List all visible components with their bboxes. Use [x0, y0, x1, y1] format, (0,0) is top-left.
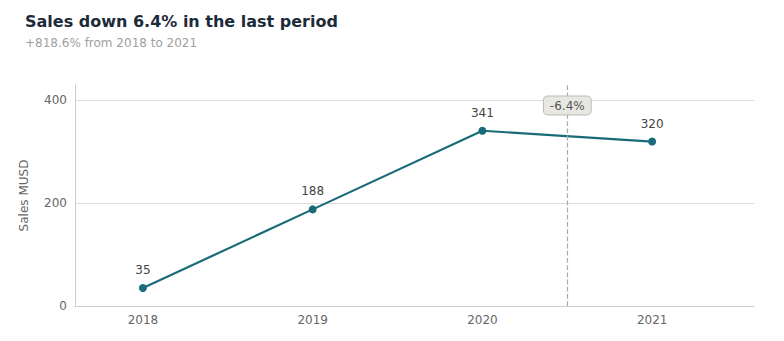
svg-text:Sales MUSD: Sales MUSD: [17, 160, 31, 232]
svg-text:35: 35: [135, 263, 150, 277]
svg-text:400: 400: [44, 93, 67, 107]
svg-text:+818.6% from 2018 to 2021: +818.6% from 2018 to 2021: [25, 36, 197, 50]
svg-text:2021: 2021: [637, 313, 668, 327]
svg-text:200: 200: [44, 196, 67, 210]
svg-text:0: 0: [59, 299, 67, 313]
svg-text:2020: 2020: [467, 313, 498, 327]
svg-text:188: 188: [301, 184, 324, 198]
svg-text:-6.4%: -6.4%: [550, 99, 585, 113]
svg-text:2018: 2018: [128, 313, 159, 327]
svg-text:2019: 2019: [297, 313, 328, 327]
svg-text:341: 341: [471, 106, 494, 120]
svg-text:320: 320: [641, 117, 664, 131]
svg-text:Sales down 6.4% in the last pe: Sales down 6.4% in the last period: [25, 12, 338, 31]
